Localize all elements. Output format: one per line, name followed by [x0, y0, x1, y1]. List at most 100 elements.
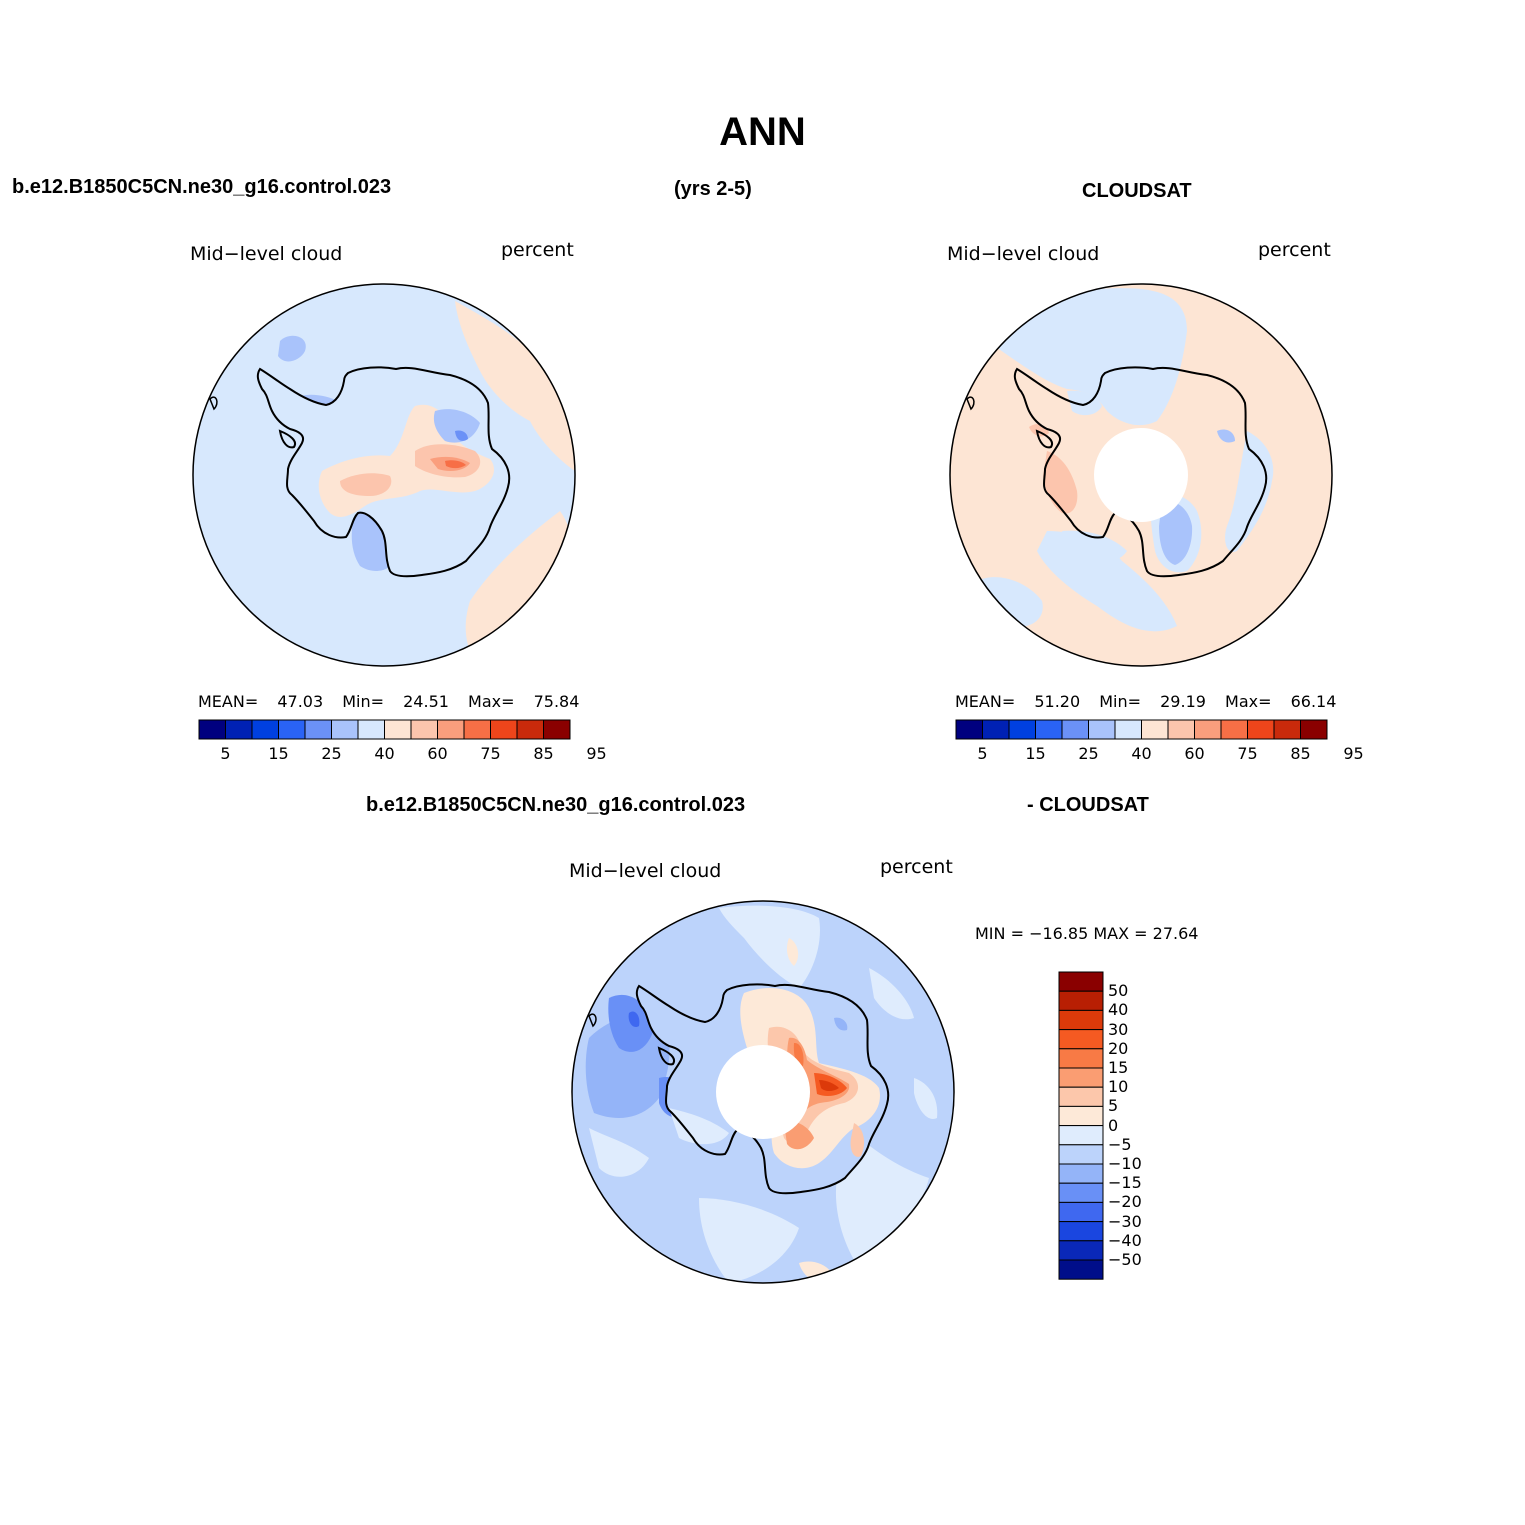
- obs-colorbar-swatch: [1273, 719, 1301, 740]
- obs-colorbar-swatch: [1008, 719, 1036, 740]
- diff-colorbar-swatch: [1058, 1182, 1104, 1203]
- obs-max-value: 66.14: [1290, 692, 1337, 711]
- diff-colorbar-swatch: [1058, 1259, 1104, 1280]
- diff-colorbar-tick-label: −40: [1108, 1230, 1142, 1250]
- diff-colorbar-tick-label: 10: [1108, 1077, 1129, 1097]
- obs-colorbar-swatch: [1300, 719, 1328, 740]
- model-colorbar-swatch: [357, 719, 385, 740]
- plot-title: ANN: [719, 110, 806, 154]
- obs-colorbar-swatch: [1167, 719, 1195, 740]
- diff-colorbar-tick-label: −20: [1108, 1192, 1142, 1212]
- model-min-value: 24.51: [403, 692, 449, 711]
- diff-colorbar-tick-label: 30: [1108, 1019, 1129, 1039]
- model-colorbar-tick-label: 95: [586, 744, 607, 763]
- obs-stats: MEAN= 51.20 Min= 29.19 Max= 66.14: [955, 692, 1336, 711]
- model-colorbar-swatch: [463, 719, 491, 740]
- obs-max-label: Max=: [1225, 692, 1272, 711]
- obs-colorbar-tick-label: 40: [1131, 744, 1152, 763]
- obs-name-label: CLOUDSAT: [1082, 180, 1192, 202]
- obs-colorbar-tick-label: 15: [1025, 744, 1046, 763]
- model-max-value: 75.84: [533, 692, 580, 711]
- model-min-label: Min=: [342, 692, 385, 711]
- model-stats: MEAN= 47.03 Min= 24.51 Max= 75.84: [198, 692, 579, 711]
- diff-colorbar-swatch: [1058, 1144, 1104, 1165]
- diff-colorbar-swatch: [1058, 1125, 1104, 1146]
- obs-colorbar-tick-label: 85: [1290, 744, 1311, 763]
- diff-colorbar-swatch: [1058, 1009, 1104, 1031]
- model-colorbar-swatch: [543, 719, 571, 740]
- obs-min-value: 29.19: [1160, 692, 1206, 711]
- obs-colorbar-swatch: [1114, 719, 1142, 740]
- obs-colorbar-tick-label: 75: [1237, 744, 1258, 763]
- model-colorbar-tick-label: 25: [321, 744, 342, 763]
- model-mean-value: 47.03: [277, 692, 324, 711]
- obs-mean-value: 51.20: [1034, 692, 1081, 711]
- obs-polar-map: [949, 283, 1333, 667]
- years-label: (yrs 2-5): [674, 178, 752, 200]
- diff-colorbar-tick-label: 40: [1108, 1000, 1129, 1020]
- model-colorbar-tick-label: 85: [533, 744, 554, 763]
- diff-colorbar-tick-label: 5: [1108, 1096, 1119, 1116]
- model-colorbar-swatch: [516, 719, 544, 740]
- model-max-label: Max=: [468, 692, 515, 711]
- obs-colorbar-tick-label: 95: [1343, 744, 1364, 763]
- obs-colorbar-swatch: [1035, 719, 1063, 740]
- diff-colorbar-tick-label: −30: [1108, 1211, 1142, 1231]
- diff-colorbar-tick-label: 20: [1108, 1038, 1129, 1058]
- obs-colorbar-tick-label: 25: [1078, 744, 1099, 763]
- obs-colorbar-swatch: [982, 719, 1010, 740]
- model-units-label: percent: [501, 239, 574, 261]
- obs-colorbar-swatch: [1247, 719, 1275, 740]
- diff-colorbar-tick-label: 50: [1108, 981, 1129, 1001]
- diff-colorbar-swatch: [1058, 1105, 1104, 1127]
- model-colorbar-tick-label: 40: [374, 744, 395, 763]
- obs-mean-label: MEAN=: [955, 692, 1016, 711]
- model-colorbar-swatch: [410, 719, 438, 740]
- diff-minmax: MIN = −16.85 MAX = 27.64: [975, 924, 1199, 943]
- case-name-label: b.e12.B1850C5CN.ne30_g16.control.023: [12, 176, 392, 198]
- diff-colorbar-tick-label: −5: [1108, 1134, 1132, 1154]
- model-colorbar-swatch: [437, 719, 465, 740]
- obs-colorbar-swatch: [1061, 719, 1089, 740]
- obs-units-label: percent: [1258, 239, 1331, 261]
- model-colorbar-swatch: [331, 719, 359, 740]
- model-colorbar-swatch: [198, 719, 226, 740]
- model-colorbar-tick-label: 60: [427, 744, 448, 763]
- diff-polar-map: [571, 900, 955, 1284]
- diff-colorbar-swatch: [1058, 971, 1104, 992]
- obs-colorbar-swatch: [955, 719, 983, 740]
- diff-case-label: b.e12.B1850C5CN.ne30_g16.control.023: [366, 794, 746, 816]
- model-colorbar-swatch: [384, 719, 412, 740]
- model-polar-map: [192, 283, 576, 667]
- diff-colorbar-tick-label: −50: [1108, 1250, 1142, 1269]
- diff-colorbar-tick-label: 15: [1108, 1058, 1129, 1077]
- model-colorbar-swatch: [278, 719, 306, 740]
- diff-colorbar-swatch: [1058, 1201, 1104, 1223]
- model-colorbar-swatch: [304, 719, 332, 740]
- diff-units-label: percent: [880, 856, 953, 878]
- diff-colorbar-swatch: [1058, 1163, 1104, 1184]
- diff-colorbar-tick-label: −10: [1108, 1154, 1142, 1173]
- diff-colorbar-swatch: [1058, 1048, 1104, 1069]
- obs-colorbar-swatch: [1088, 719, 1116, 740]
- obs-colorbar-tick-label: 60: [1184, 744, 1205, 763]
- obs-colorbar-swatch: [1194, 719, 1222, 740]
- model-mean-label: MEAN=: [198, 692, 259, 711]
- diff-obs-label: - CLOUDSAT: [1027, 794, 1149, 816]
- model-colorbar-tick-label: 15: [268, 744, 289, 763]
- obs-colorbar-swatch: [1220, 719, 1248, 740]
- diff-colorbar-swatch: [1058, 1086, 1104, 1107]
- diff-colorbar-swatch: [1058, 1240, 1104, 1261]
- model-colorbar-tick-label: 5: [220, 744, 231, 763]
- diff-variable-label: Mid−level cloud: [569, 860, 722, 882]
- diff-colorbar-swatch: [1058, 990, 1104, 1011]
- diff-colorbar-tick-label: 0: [1108, 1115, 1119, 1135]
- model-variable-label: Mid−level cloud: [190, 243, 343, 265]
- model-colorbar-tick-label: 75: [480, 744, 501, 763]
- diff-colorbar-swatch: [1058, 1067, 1104, 1088]
- diff-colorbar-swatch: [1058, 1221, 1104, 1242]
- obs-min-label: Min=: [1099, 692, 1142, 711]
- model-colorbar-swatch: [251, 719, 279, 740]
- obs-colorbar-swatch: [1141, 719, 1169, 740]
- diff-colorbar-swatch: [1058, 1029, 1104, 1050]
